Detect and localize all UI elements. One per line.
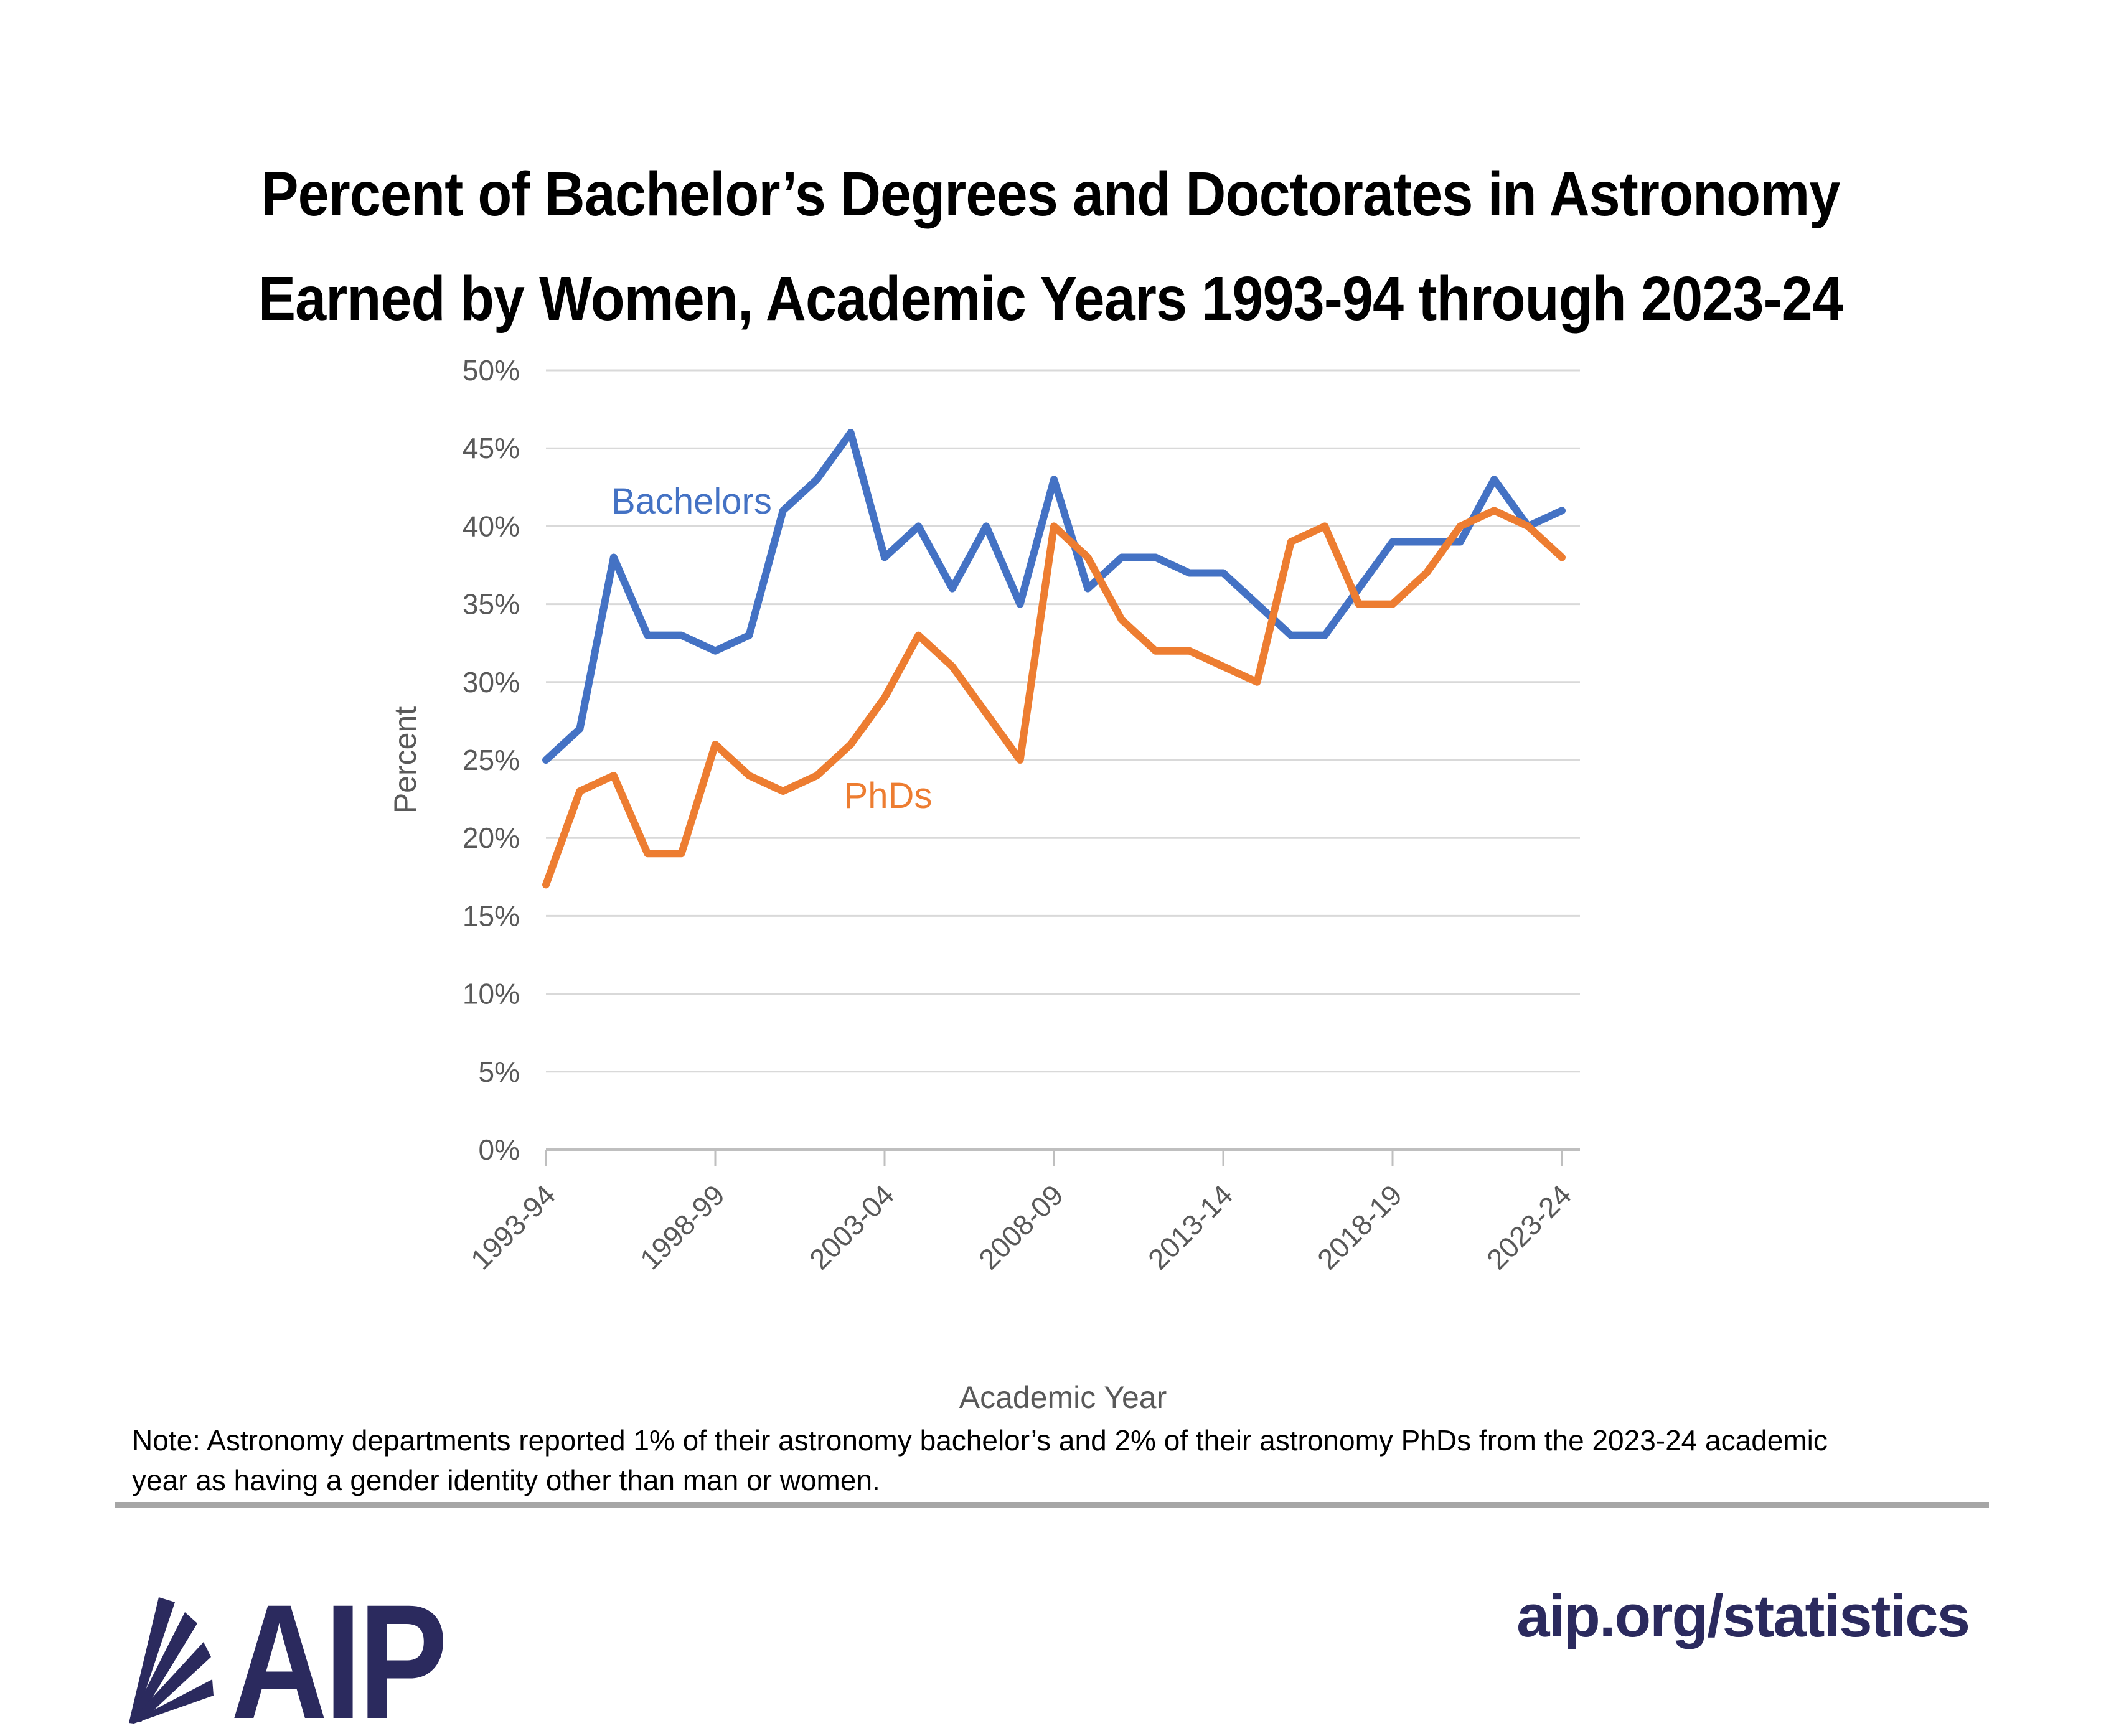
y-tick-label: 15%	[463, 899, 520, 932]
x-tick-label: 1998-99	[634, 1178, 731, 1275]
chart-title-line1: Percent of Bachelor’s Degrees and Doctor…	[261, 159, 1840, 229]
y-tick-label: 20%	[463, 822, 520, 854]
series-label-bachelors: Bachelors	[611, 481, 772, 522]
aip-logo: AIP	[128, 1570, 492, 1736]
aip-logo-text: AIP	[231, 1570, 448, 1736]
y-tick-label: 50%	[463, 354, 520, 387]
footnote: Note: Astronomy departments reported 1% …	[132, 1420, 2018, 1500]
series-label-phds: PhDs	[844, 776, 933, 816]
y-tick-label: 35%	[463, 588, 520, 621]
series-line-bachelors	[542, 429, 1566, 764]
x-tick-label: 2018-19	[1311, 1178, 1408, 1275]
y-tick-label: 0%	[479, 1133, 520, 1166]
y-axis-title: Percent	[388, 706, 423, 814]
x-tick-label: 1993-94	[464, 1178, 562, 1275]
chart-title-line2: Earned by Women, Academic Years 1993-94 …	[258, 264, 1843, 334]
y-tick-label: 5%	[479, 1056, 520, 1088]
x-tick-label: 2003-04	[803, 1178, 900, 1275]
chart-title: Percent of Bachelor’s Degrees and Doctor…	[105, 142, 1996, 351]
y-tick-label: 40%	[463, 510, 520, 542]
x-tick-label: 2013-14	[1142, 1178, 1239, 1275]
divider-rule	[115, 1502, 1989, 1508]
y-tick-label: 30%	[463, 666, 520, 698]
y-tick-label: 10%	[463, 978, 520, 1010]
x-tick-label: 2023-24	[1480, 1178, 1577, 1275]
aip-fan-icon	[129, 1597, 214, 1724]
series-line-phds	[542, 507, 1566, 889]
statistics-url: aip.org/statistics	[1516, 1583, 1970, 1649]
footnote-line2: year as having a gender identity other t…	[132, 1464, 880, 1496]
x-axis-title: Academic Year	[959, 1380, 1167, 1415]
footnote-line1: Note: Astronomy departments reported 1% …	[132, 1424, 1828, 1457]
y-tick-label: 45%	[463, 432, 520, 464]
y-tick-label: 25%	[463, 744, 520, 776]
x-tick-label: 2008-09	[972, 1178, 1069, 1275]
